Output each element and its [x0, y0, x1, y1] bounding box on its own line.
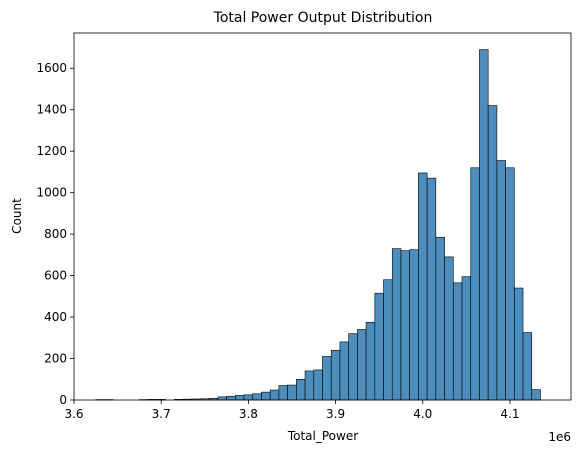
histogram-bar-16 [269, 389, 280, 401]
histogram-bar-25 [348, 333, 358, 401]
histogram-bar-46 [531, 389, 541, 401]
histogram-bar-38 [461, 276, 472, 401]
histogram-bar-44 [514, 287, 524, 401]
histogram-bar-31 [400, 250, 410, 401]
histogram-bar-30 [391, 248, 402, 401]
histogram-bar-42 [496, 160, 506, 401]
histogram-bar-27 [365, 321, 376, 401]
histogram-bar-12 [235, 395, 245, 401]
y-axis-ticks: 0 200 400 600 800 1000 1200 1400 1600 [36, 61, 74, 407]
x-tick-label-1: 3.7 [152, 407, 171, 421]
histogram-bar-20 [304, 370, 315, 401]
histogram-bar-32 [409, 249, 419, 401]
histogram-bar-41 [487, 105, 498, 401]
histogram-bar-37 [452, 282, 463, 401]
x-tick-label-4: 4.0 [413, 407, 432, 421]
plot-frame [73, 32, 572, 401]
histogram-bar-13 [243, 394, 254, 401]
y-tick-label-0: 0 [59, 393, 67, 407]
histogram-bar-28 [374, 292, 384, 401]
y-tick-label-6: 1200 [36, 144, 67, 158]
histogram-bar-17 [278, 385, 288, 401]
histogram-bar-45 [522, 332, 533, 401]
histogram-bar-40 [479, 49, 489, 401]
histogram-bar-34 [426, 177, 437, 401]
x-tick-label-5: 4.1 [500, 407, 519, 421]
histogram-bar-36 [444, 256, 454, 401]
histogram-bar-19 [296, 378, 306, 401]
histogram-bar-23 [330, 349, 341, 401]
x-axis-label: Total_Power [287, 429, 358, 443]
histogram-bar-33 [418, 172, 428, 401]
x-tick-label-3: 3.9 [326, 407, 345, 421]
y-tick-label-1: 200 [44, 352, 67, 366]
histogram-bar-43 [505, 167, 515, 401]
histogram-bar-22 [322, 356, 332, 401]
y-tick-label-4: 800 [44, 227, 67, 241]
histogram-bar-11 [226, 395, 236, 401]
x-tick-label-2: 3.8 [239, 407, 258, 421]
chart-title: Total Power Output Distribution [213, 10, 433, 26]
y-axis-label: Count [10, 198, 24, 234]
x-axis-offset-label: 1e6 [548, 430, 571, 444]
y-tick-label-2: 400 [44, 310, 67, 324]
histogram-bar-18 [287, 384, 297, 401]
histogram-bar-24 [339, 341, 349, 401]
x-axis-ticks: 3.6 3.7 3.8 3.9 4.0 4.1 [64, 400, 520, 421]
y-tick-label-5: 1000 [36, 186, 67, 200]
histogram-bar-29 [383, 279, 393, 401]
histogram-bar-15 [261, 391, 271, 401]
histogram-bar-21 [313, 369, 323, 401]
bars-group [95, 49, 541, 401]
histogram-bar-26 [357, 329, 367, 401]
histogram-bar-10 [217, 396, 227, 401]
y-tick-label-7: 1400 [36, 103, 67, 117]
histogram-bar-35 [435, 236, 445, 401]
histogram-bar-14 [252, 393, 262, 401]
y-tick-label-3: 600 [44, 269, 67, 283]
histogram-bar-39 [470, 167, 480, 401]
x-tick-label-0: 3.6 [64, 407, 83, 421]
y-tick-label-8: 1600 [36, 61, 67, 75]
